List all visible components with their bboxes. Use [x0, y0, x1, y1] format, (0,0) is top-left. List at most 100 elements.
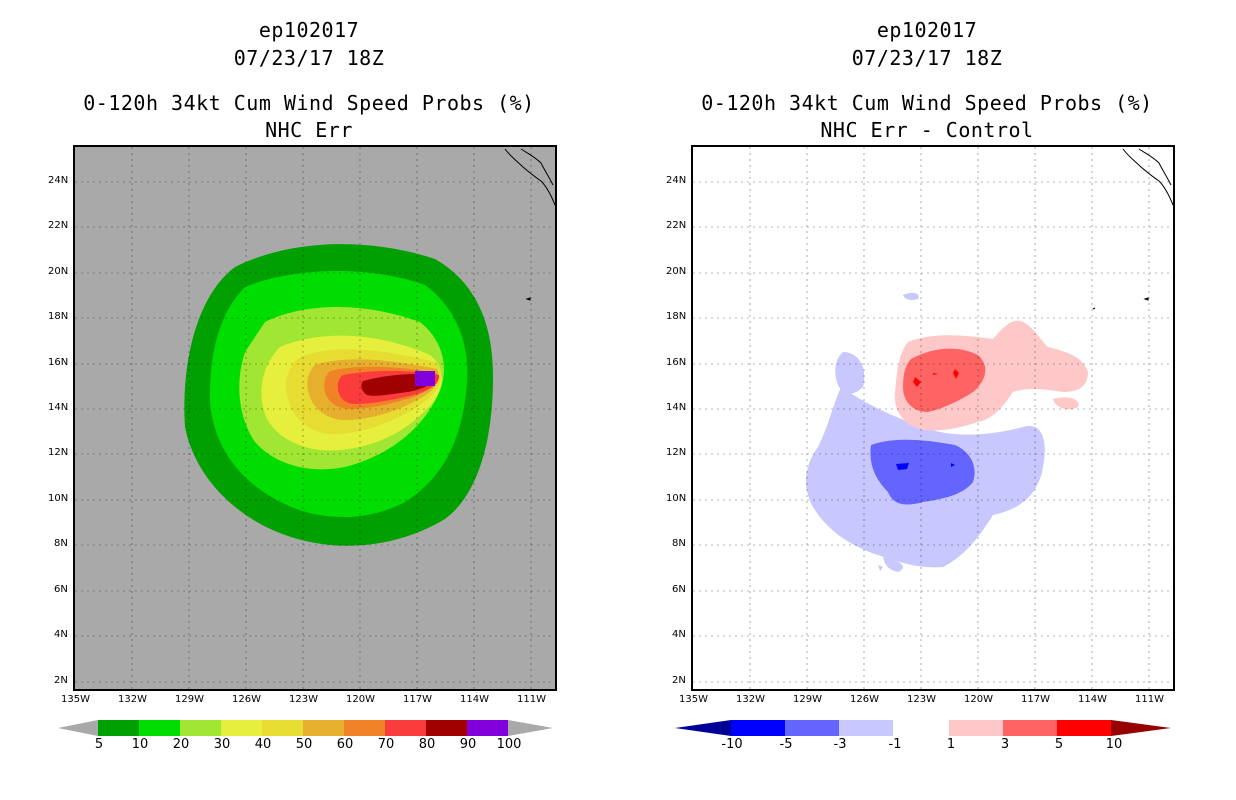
lat-label: 22N	[48, 220, 69, 231]
lat-label: 14N	[48, 402, 69, 413]
coastline	[504, 148, 555, 206]
lon-label: 126W	[850, 694, 879, 705]
lon-label: 114W	[460, 694, 489, 705]
right-map[interactable]	[691, 145, 1175, 691]
lon-label: 123W	[907, 694, 936, 705]
right-title-product: 0-120h 34kt Cum Wind Speed Probs (%)	[701, 91, 1153, 115]
colorbar-label: 10	[1105, 737, 1123, 752]
island	[1143, 297, 1149, 301]
coastline-mainland	[1138, 148, 1172, 186]
contour-neg-1-3-b	[835, 352, 865, 394]
lon-label: 114W	[1078, 694, 1107, 705]
colorbar-label: -1	[888, 737, 902, 752]
lat-label: 10N	[666, 493, 687, 504]
colorbar-label: 100	[496, 737, 522, 752]
lon-label: 135W	[679, 694, 708, 705]
left-title-product: 0-120h 34kt Cum Wind Speed Probs (%)	[83, 91, 535, 115]
contour-neg-top	[903, 292, 919, 300]
contour-neg-small	[858, 432, 863, 439]
colorbar-label: -3	[833, 737, 847, 752]
lat-label: 4N	[672, 629, 686, 640]
lat-label: 18N	[48, 311, 69, 322]
lon-label: 135W	[61, 694, 90, 705]
contour-neg-5-10-b	[951, 463, 955, 467]
lat-label: 18N	[666, 311, 687, 322]
lat-label: 20N	[666, 266, 687, 277]
lat-label: 24N	[48, 175, 69, 186]
colorbar-label: 20	[172, 737, 190, 752]
contour-neg-3-5	[870, 439, 975, 505]
colorbar-label: 1	[946, 737, 956, 752]
contour-pos-5-10-c	[953, 369, 959, 379]
lon-label: 120W	[346, 694, 375, 705]
colorbar-label: 3	[1000, 737, 1010, 752]
lat-label: 10N	[48, 493, 69, 504]
lon-label: 117W	[1021, 694, 1050, 705]
lat-label: 14N	[666, 402, 687, 413]
lat-label: 16N	[48, 357, 69, 368]
colorbar-label: 80	[418, 737, 436, 752]
coastline-mainland	[520, 148, 554, 186]
lon-label: 132W	[736, 694, 765, 705]
lon-label: 132W	[118, 694, 147, 705]
left-probability-field	[75, 147, 555, 689]
left-title-storm: ep102017	[258, 18, 360, 42]
contour-neg-5-10	[896, 463, 909, 470]
left-title-time: 07/23/17 18Z	[233, 46, 385, 70]
contour-neg-1-3-c	[883, 557, 903, 572]
colorbar-label: 5	[94, 737, 104, 752]
lat-label: 24N	[666, 175, 687, 186]
colorbar-label: 70	[377, 737, 395, 752]
lon-label: 123W	[289, 694, 318, 705]
lat-label: 20N	[48, 266, 69, 277]
right-title-storm: ep102017	[876, 18, 978, 42]
colorbar-label: 30	[213, 737, 231, 752]
left-colorbar	[58, 720, 553, 736]
lat-label: 6N	[54, 584, 68, 595]
left-panel: ep102017 07/23/17 18Z 0-120h 34kt Cum Wi…	[48, 18, 557, 752]
lon-label: 129W	[793, 694, 822, 705]
lat-label: 8N	[672, 538, 686, 549]
lon-label: 111W	[517, 694, 546, 705]
colorbar-label: 40	[254, 737, 272, 752]
left-title-run: NHC Err	[265, 118, 353, 142]
lat-label: 6N	[672, 584, 686, 595]
lat-label: 2N	[672, 675, 686, 686]
colorbar-label: 50	[295, 737, 313, 752]
right-grid-lines	[693, 147, 1173, 689]
right-difference-field	[693, 147, 1173, 689]
contour-neg-small-c	[878, 565, 883, 571]
colorbar-label: 10	[131, 737, 149, 752]
colorbar-label: 90	[459, 737, 477, 752]
colorbar-label: -10	[721, 737, 743, 752]
contour-pos-5-10	[913, 377, 921, 387]
contour-pos-1-3-b	[1053, 397, 1079, 410]
right-title-run: NHC Err - Control	[820, 118, 1034, 142]
lon-label: 126W	[232, 694, 261, 705]
lat-label: 8N	[54, 538, 68, 549]
left-grid-lines	[75, 147, 555, 689]
contour-90-100	[415, 371, 435, 386]
island	[1092, 307, 1096, 310]
right-colorbar	[675, 720, 1171, 736]
right-panel: ep102017 07/23/17 18Z 0-120h 34kt Cum Wi…	[618, 0, 1236, 800]
left-map[interactable]	[73, 145, 557, 691]
colorbar-label: -5	[779, 737, 793, 752]
lon-label: 120W	[964, 694, 993, 705]
lat-label: 22N	[666, 220, 687, 231]
lon-label: 117W	[403, 694, 432, 705]
lat-label: 12N	[666, 447, 687, 458]
lon-label: 129W	[175, 694, 204, 705]
lat-label: 2N	[54, 675, 68, 686]
lon-label: 111W	[1135, 694, 1164, 705]
lat-label: 4N	[54, 629, 68, 640]
contour-pos-3-5	[903, 348, 986, 412]
lat-label: 12N	[48, 447, 69, 458]
colorbar-label: 60	[336, 737, 354, 752]
lat-label: 16N	[666, 357, 687, 368]
island	[525, 297, 531, 301]
contour-pos-5-10-b	[933, 373, 938, 375]
right-title-time: 07/23/17 18Z	[851, 46, 1003, 70]
colorbar-label: 5	[1054, 737, 1064, 752]
coastline	[1122, 148, 1173, 206]
